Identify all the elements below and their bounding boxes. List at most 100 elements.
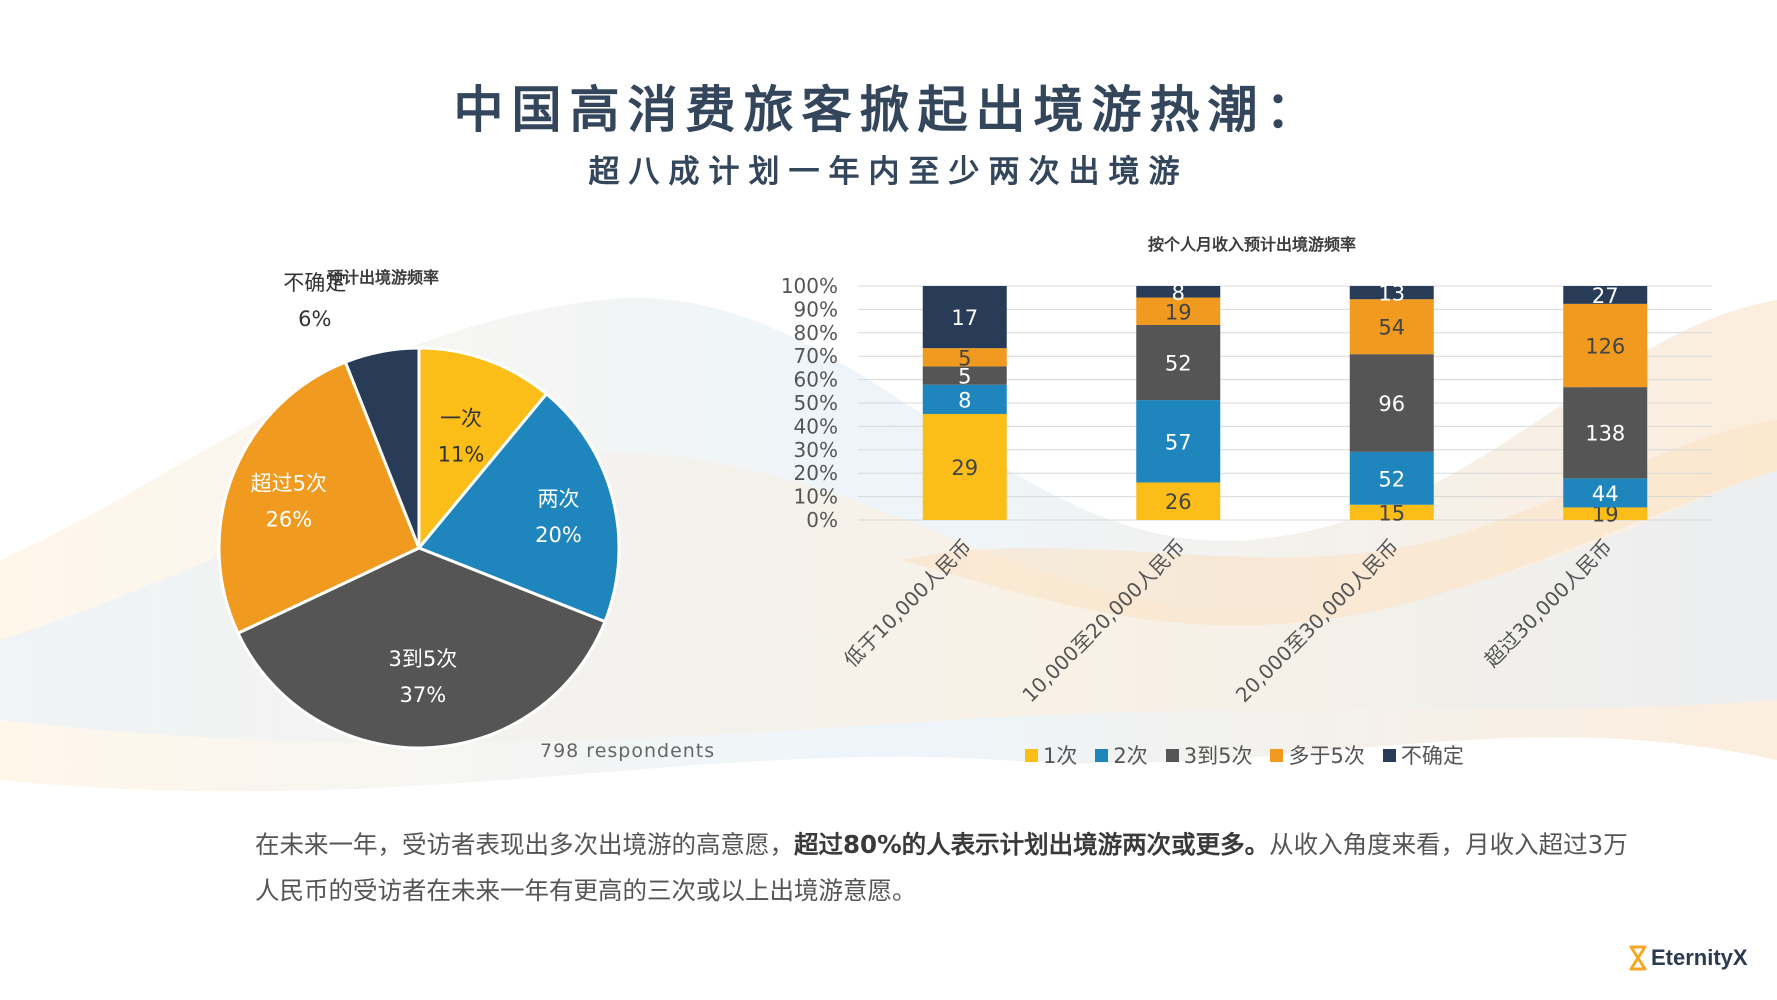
hourglass-logo-icon — [1629, 945, 1647, 971]
legend-label: 多于5次 — [1288, 744, 1365, 768]
bar-segment — [922, 384, 1007, 414]
legend-label: 不确定 — [1400, 744, 1464, 768]
legend-label: 3到5次 — [1183, 744, 1253, 768]
pie-slice-value: 26% — [265, 507, 312, 531]
legend-label: 2次 — [1113, 744, 1148, 768]
pie-slice — [343, 346, 421, 549]
legend-swatch — [1382, 748, 1396, 762]
legend-item: 多于5次 — [1270, 740, 1365, 770]
stacked-bar-chart: 按个人月收入预计出境游频率 0%10%20%30%40%50%60%70%80%… — [781, 235, 1712, 707]
bar-segment — [1349, 354, 1434, 452]
bar-segment — [1563, 387, 1648, 479]
y-tick-label: 10% — [794, 485, 838, 509]
y-tick-label: 40% — [794, 414, 838, 438]
bar-data-label: 19 — [1165, 300, 1192, 324]
pie-slice-value: 6% — [298, 307, 331, 331]
pie-slice — [417, 346, 549, 553]
bar-data-label: 5 — [958, 346, 971, 370]
pie-chart-title: 预计出境游频率 — [327, 268, 439, 287]
legend-swatch — [1025, 748, 1038, 762]
pie-slice-label: 3到5次 — [389, 647, 458, 671]
bar-segment — [1349, 451, 1434, 505]
bar-segment — [922, 286, 1007, 349]
legend-item: 不确定 — [1382, 740, 1464, 770]
bar-data-label: 17 — [951, 306, 978, 330]
pie-chart: 预计出境游频率 一次 11% 两次 20% 3到5次 37% 超过5次 26% 不确定 6% — [217, 268, 621, 750]
y-tick-label: 20% — [794, 461, 838, 485]
bar-data-label: 26 — [1165, 490, 1192, 514]
bar-data-label: 5 — [958, 365, 971, 389]
bar-data-label: 44 — [1592, 482, 1619, 506]
pie-slice-label: 一次 — [440, 406, 482, 430]
bar-segment — [922, 366, 1007, 385]
bar-segment — [1136, 482, 1221, 520]
pie-slice-label: 两次 — [537, 487, 579, 511]
bar-data-label: 57 — [1165, 430, 1192, 454]
bar-segment — [1563, 507, 1648, 520]
body-text-plain-1: 在未来一年，受访者表现出多次出境游的高意愿， — [255, 830, 794, 859]
bar-segment — [1136, 286, 1221, 298]
legend-swatch — [1270, 748, 1284, 762]
pie-slice-label: 不确定 — [283, 271, 346, 295]
y-tick-label: 90% — [794, 297, 838, 321]
bar-data-label: 13 — [1378, 282, 1405, 306]
y-tick-label: 80% — [794, 321, 838, 345]
pie-slice — [236, 546, 607, 750]
pie-slice-value: 37% — [400, 683, 447, 707]
y-tick-label: 0% — [806, 508, 838, 532]
pie-slice-label: 超过5次 — [251, 471, 327, 495]
bar-segment — [1136, 297, 1221, 325]
pie-slice — [217, 360, 421, 636]
logo-text: EternityX — [1651, 945, 1748, 970]
y-tick-label: 30% — [794, 438, 838, 462]
legend-swatch — [1165, 748, 1179, 762]
bar-segment — [1563, 286, 1648, 304]
legend-label: 1次 — [1043, 744, 1078, 768]
bar-data-label: 27 — [1592, 284, 1619, 308]
bar-data-label: 138 — [1585, 422, 1625, 446]
bar-segment — [922, 413, 1007, 520]
bar-data-label: 96 — [1378, 392, 1405, 416]
x-category-label: 10,000至20,000人民币 — [1017, 535, 1190, 708]
bar-segment — [1349, 286, 1434, 300]
x-category-label: 20,000至30,000人民币 — [1231, 535, 1404, 708]
bar-data-label: 8 — [1172, 281, 1185, 305]
pie-slice — [416, 391, 621, 624]
bar-data-label: 126 — [1585, 334, 1625, 358]
body-paragraph: 在未来一年，受访者表现出多次出境游的高意愿，超过80%的人表示计划出境游两次或更… — [255, 822, 1645, 914]
bar-segment — [1563, 303, 1648, 388]
page-subtitle: 超八成计划一年内至少两次出境游 — [588, 154, 1189, 190]
legend-swatch — [1095, 748, 1109, 762]
body-text-bold: 超过80%的人表示计划出境游两次或更多。 — [794, 830, 1270, 859]
bar-data-label: 8 — [958, 388, 971, 412]
pie-slice-value: 11% — [438, 442, 485, 466]
bar-segment — [922, 348, 1007, 367]
legend-item: 3到5次 — [1165, 740, 1253, 770]
legend-item: 1次 — [1025, 740, 1077, 770]
y-tick-label: 50% — [794, 391, 838, 415]
bar-segment — [1136, 400, 1221, 483]
y-tick-label: 70% — [794, 344, 838, 368]
bar-segment — [1349, 504, 1434, 520]
body-text-plain-2: 从收入角度来看，月收入超过3万人民币的受访者在未来一年有更高的三次或以上出境游意… — [255, 830, 1628, 905]
eternityx-logo: EternityX — [1629, 945, 1748, 971]
bar-data-label: 52 — [1165, 352, 1192, 376]
bar-data-label: 52 — [1378, 467, 1405, 491]
page-title: 中国高消费旅客掀起出境游热潮： — [453, 81, 1324, 139]
bar-segment — [1136, 325, 1221, 401]
x-category-label: 超过30,000人民币 — [1480, 535, 1617, 672]
bar-data-label: 29 — [951, 456, 978, 480]
bar-data-label: 15 — [1378, 501, 1405, 525]
y-tick-label: 60% — [794, 368, 838, 392]
bar-chart-legend: 1次 2次 3到5次 多于5次 不确定 — [1025, 740, 1464, 770]
respondents-note: 798 respondents — [540, 740, 716, 762]
bar-segment — [1349, 299, 1434, 355]
bar-chart-title: 按个人月收入预计出境游频率 — [1148, 235, 1356, 254]
bar-data-label: 54 — [1378, 316, 1405, 340]
y-tick-label: 100% — [781, 274, 838, 298]
x-category-label: 低于10,000人民币 — [839, 535, 976, 672]
legend-item: 2次 — [1095, 740, 1148, 770]
bar-segment — [1563, 478, 1648, 508]
pie-slice-value: 20% — [535, 523, 582, 547]
